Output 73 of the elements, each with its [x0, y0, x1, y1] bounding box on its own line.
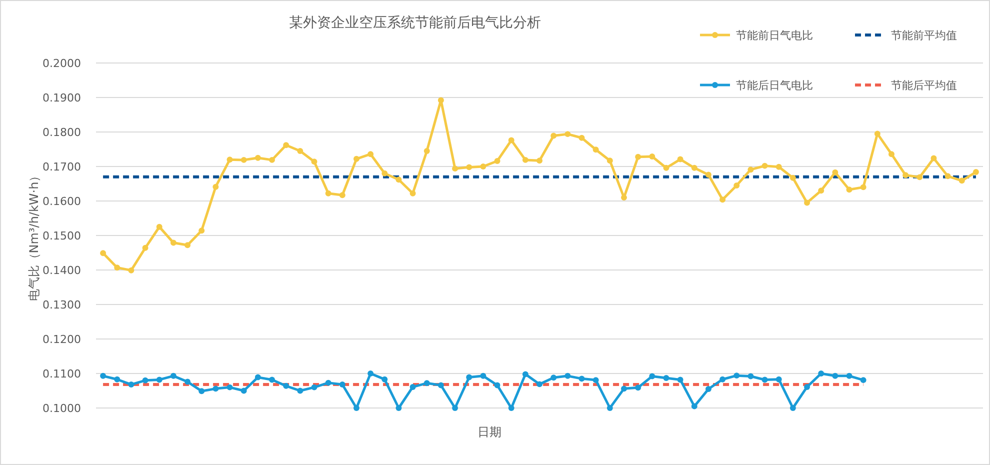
y-tick-label: 0.1300: [42, 298, 81, 312]
point: [860, 377, 866, 384]
point: [240, 388, 247, 394]
point: [790, 405, 796, 411]
point: [142, 377, 148, 384]
point: [480, 372, 486, 379]
point: [226, 384, 233, 390]
point: [776, 376, 782, 382]
y-tick-label: 0.1000: [42, 402, 81, 415]
point: [522, 371, 528, 378]
y-axis-title: 电气比（Nm³/h/kW·h）: [27, 170, 41, 302]
point: [846, 372, 852, 379]
point: [452, 405, 458, 411]
point: [198, 388, 205, 394]
point: [128, 382, 134, 388]
y-tick-label: 0.1700: [42, 160, 81, 174]
point: [592, 377, 599, 384]
point: [734, 372, 740, 379]
legend-label: 节能前平均值: [891, 28, 957, 42]
point: [297, 388, 304, 394]
point: [382, 376, 388, 382]
y-tick-label: 0.1100: [42, 367, 81, 380]
y-tick-label: 0.1200: [42, 332, 81, 346]
point: [156, 376, 162, 383]
point: [748, 373, 754, 380]
point: [311, 384, 318, 390]
point: [635, 384, 642, 391]
point: [184, 378, 190, 385]
point: [564, 372, 571, 379]
point: [663, 375, 670, 381]
point: [550, 374, 557, 381]
x-axis-title: 日期: [478, 425, 502, 439]
point: [424, 380, 430, 386]
point: [494, 382, 500, 388]
point: [114, 376, 120, 382]
point: [339, 382, 346, 388]
point: [804, 384, 810, 390]
point: [818, 370, 824, 376]
point: [691, 403, 698, 410]
point: [762, 376, 768, 383]
y-tick-label: 0.1500: [42, 229, 81, 242]
point: [438, 382, 444, 388]
point: [368, 370, 374, 376]
point: [508, 405, 514, 411]
legend-label: 节能后平均值: [891, 78, 957, 92]
point: [649, 373, 656, 380]
point: [396, 405, 402, 411]
point: [578, 376, 585, 382]
point: [536, 381, 542, 388]
legend-label: 节能前日气电比: [736, 28, 813, 42]
point: [254, 374, 261, 380]
point: [720, 376, 726, 382]
point: [677, 376, 684, 383]
point: [283, 382, 290, 389]
y-tick-label: 0.1600: [42, 194, 81, 208]
point: [466, 374, 472, 380]
y-tick-label: 0.1900: [42, 91, 81, 104]
point: [832, 372, 838, 379]
point: [170, 372, 176, 379]
point: [269, 376, 275, 383]
point: [705, 386, 712, 392]
point: [606, 405, 613, 411]
y-tick-label: 0.1800: [42, 126, 81, 139]
point: [620, 386, 627, 392]
point: [100, 372, 106, 379]
point: [325, 380, 332, 386]
point: [410, 384, 416, 390]
point: [212, 386, 219, 392]
y-tick-label: 0.2000: [42, 56, 81, 70]
chart-title: 某外资企业空压系统节能前后电气比分析: [289, 15, 541, 31]
legend-label: 节能后日气电比: [736, 78, 813, 92]
y-tick-label: 0.1400: [42, 264, 81, 277]
point: [353, 405, 360, 411]
